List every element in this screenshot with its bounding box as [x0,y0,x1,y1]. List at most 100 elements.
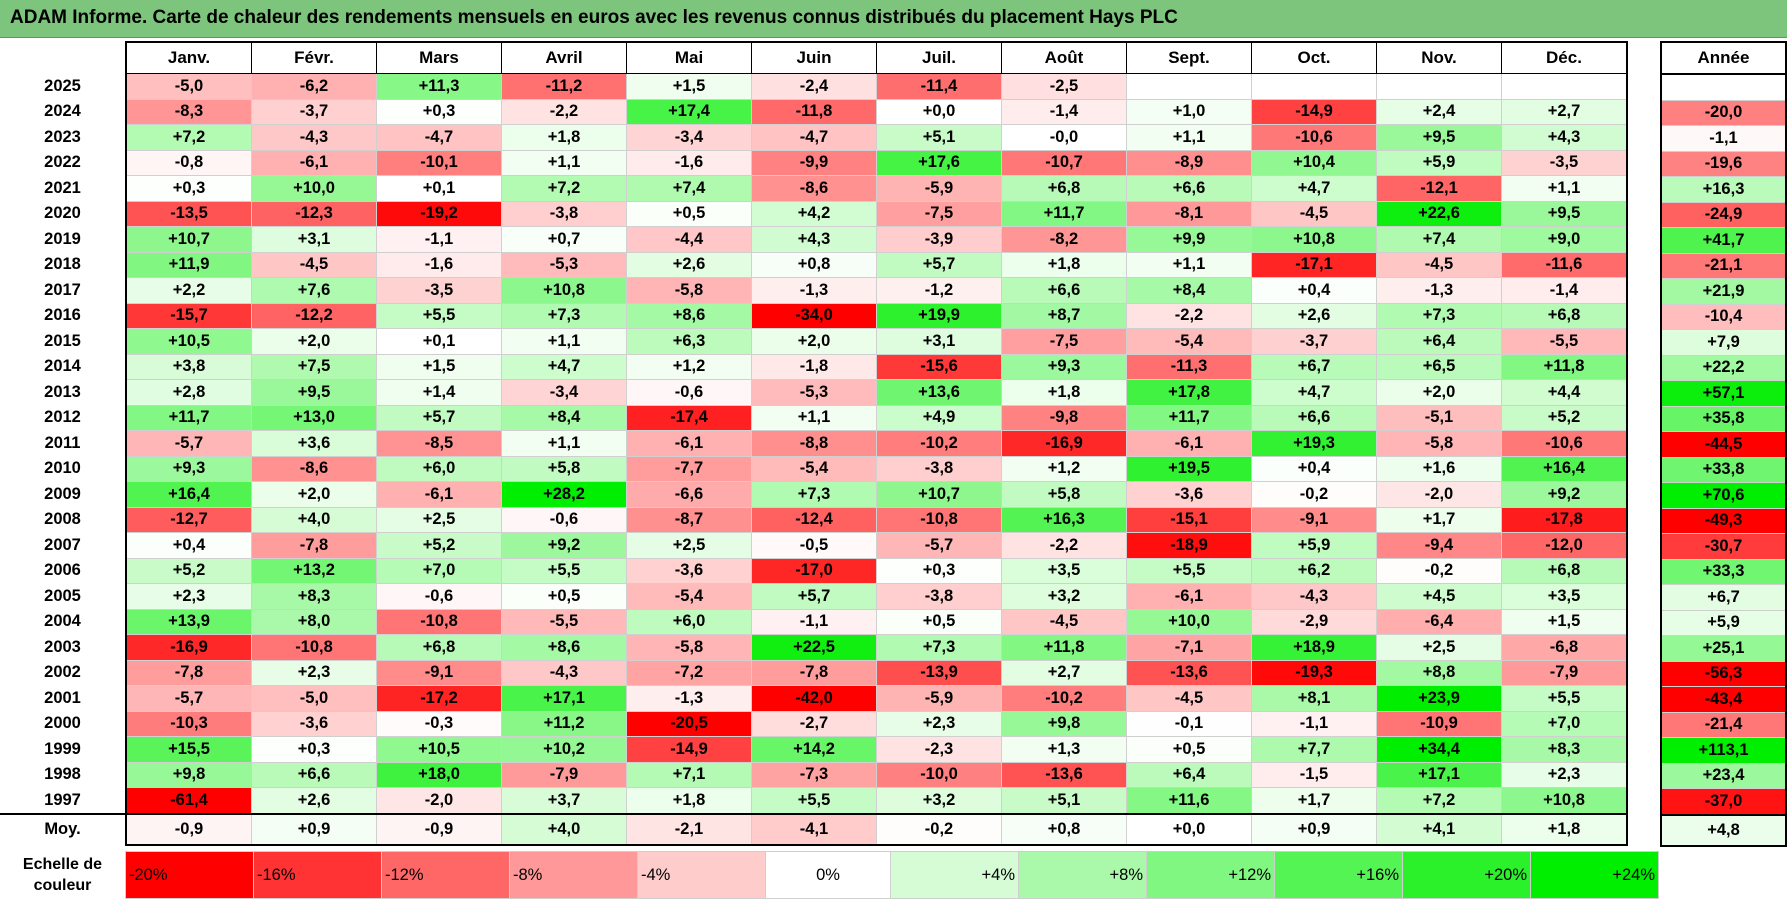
heatmap-cell: -0,5 [751,532,877,559]
annual-row: +33,8 [1660,456,1787,483]
heatmap-cell: -5,8 [626,634,752,661]
heatmap-cell: -8,6 [251,455,377,482]
heatmap-cell: +11,7 [125,404,252,431]
annual-row: -20,0 [1660,99,1787,126]
year-label: 2000 [0,711,127,737]
table-row: 2006 +5,2 +13,2 +7,0 +5,5 -3,6 -17,0 +0,3 +3,5 +5… [0,557,1628,584]
year-label: 2023 [0,124,127,150]
annual-row: -43,4 [1660,686,1787,713]
heatmap-cell: -9,9 [751,149,877,176]
heatmap-cell: -7,3 [751,761,877,788]
heatmap-cell: -5,1 [1376,404,1502,431]
heatmap-cell: +4,0 [251,506,377,533]
heatmap-cell: -13,6 [1126,659,1252,686]
heatmap-cell: +22,6 [1376,200,1502,227]
heatmap-cell: +1,1 [1501,175,1628,202]
heatmap-cell: -2,0 [1376,481,1502,508]
heatmap-cell: -12,0 [1501,532,1628,559]
heatmap-cell: -2,9 [1251,608,1377,635]
heatmap-cell: +4,9 [876,404,1002,431]
heatmap-cell: +2,5 [626,532,752,559]
heatmap-cell: +10,0 [251,175,377,202]
heatmap-cell: +4,3 [1501,124,1628,151]
annual-cell: -21,4 [1660,711,1787,738]
heatmap-cell: -6,1 [626,430,752,457]
heatmap-cell: -0,0 [1001,124,1127,151]
heatmap-cell: +2,5 [1376,634,1502,661]
heatmap-cell: +1,2 [626,353,752,380]
heatmap-cell: -5,5 [1501,328,1628,355]
heatmap-cell: +2,4 [1376,98,1502,125]
heatmap-cell: +22,5 [751,634,877,661]
heatmap-cell: +8,4 [1126,277,1252,304]
heatmap-cell: +9,2 [501,532,627,559]
annual-cell: +21,9 [1660,278,1787,305]
table-row: 2024 -8,3 -3,7 +0,3 -2,2 +17,4 -11,8 +0,0 -1,4 +1… [0,98,1628,125]
heatmap-cell: +0,5 [876,608,1002,635]
heatmap-cell: +2,0 [751,328,877,355]
scale-swatch: 0% [765,851,891,899]
heatmap-cell: +10,2 [501,736,627,763]
heatmap-cell: +5,5 [751,787,877,814]
heatmap-cell: +9,8 [125,761,252,788]
annual-cell: +7,9 [1660,329,1787,356]
heatmap-cell: +8,7 [1001,302,1127,329]
heatmap-cell: +11,8 [1501,353,1628,380]
heatmap-cell: +34,4 [1376,736,1502,763]
heatmap-cell: -1,3 [626,685,752,712]
scale-swatch: -4% [637,851,766,899]
scale-swatch: +4% [890,851,1019,899]
heatmap-cell: -7,8 [125,659,252,686]
heatmap-cell: -6,1 [1126,583,1252,610]
heatmap-cell [1376,73,1502,100]
year-label: 2014 [0,354,127,380]
annual-row: +41,7 [1660,227,1787,254]
heatmap-cell: +17,1 [501,685,627,712]
heatmap-cell: +10,8 [1501,787,1628,814]
annual-cell: -56,3 [1660,660,1787,687]
annual-cell: -21,1 [1660,252,1787,279]
heatmap-cell: +2,8 [125,379,252,406]
heatmap-cell: +0,0 [876,98,1002,125]
annual-cell: +25,1 [1660,635,1787,662]
heatmap-cell: -9,1 [376,659,502,686]
heatmap-cell: -4,3 [251,124,377,151]
heatmap-cell: -5,7 [876,532,1002,559]
heatmap-cell: +1,0 [1126,98,1252,125]
heatmap-cell: +6,8 [1501,557,1628,584]
heatmap-cell: +4,7 [501,353,627,380]
heatmap-cell: -4,7 [376,124,502,151]
heatmap-cell: +1,8 [501,124,627,151]
heatmap-cell [1126,73,1252,100]
heatmap-cell: -3,7 [251,98,377,125]
scale-label: Echelle de couleur [0,851,126,899]
heatmap-cell: +4,7 [1251,379,1377,406]
heatmap-cell: +9,8 [1001,710,1127,737]
annual-cell: +70,6 [1660,482,1787,509]
table-row: 2017 +2,2 +7,6 -3,5 +10,8 -5,8 -1,3 -1,2 +6,6 +8,… [0,277,1628,304]
heatmap-cell: -3,4 [626,124,752,151]
month-header: Juin [751,41,877,74]
year-label: 2012 [0,405,127,431]
heatmap-cell: -14,9 [626,736,752,763]
heatmap-cell: -5,9 [876,175,1002,202]
heatmap-cell: +5,2 [125,557,252,584]
heatmap-cell: -3,6 [251,710,377,737]
heatmap-cell: +1,7 [1376,506,1502,533]
heatmap-cell: +11,8 [1001,634,1127,661]
heatmap-cell: +2,0 [1376,379,1502,406]
heatmap-cell: +2,6 [1251,302,1377,329]
heatmap-cell: +2,3 [1501,761,1628,788]
heatmap-cell: +18,9 [1251,634,1377,661]
heatmap-cell: +9,2 [1501,481,1628,508]
heatmap-cell: +1,5 [1501,608,1628,635]
heatmap-cell: -7,1 [1126,634,1252,661]
heatmap-cell: +6,2 [1251,557,1377,584]
heatmap-cell: +6,7 [1251,353,1377,380]
heatmap-cell: -2,7 [751,710,877,737]
table-row: 2011 -5,7 +3,6 -8,5 +1,1 -6,1 -8,8 -10,2 -16,9 -6… [0,430,1628,457]
heatmap-cell: -12,2 [251,302,377,329]
heatmap-cell: +3,1 [876,328,1002,355]
heatmap-cell: -8,7 [626,506,752,533]
heatmap-cell: -8,5 [376,430,502,457]
